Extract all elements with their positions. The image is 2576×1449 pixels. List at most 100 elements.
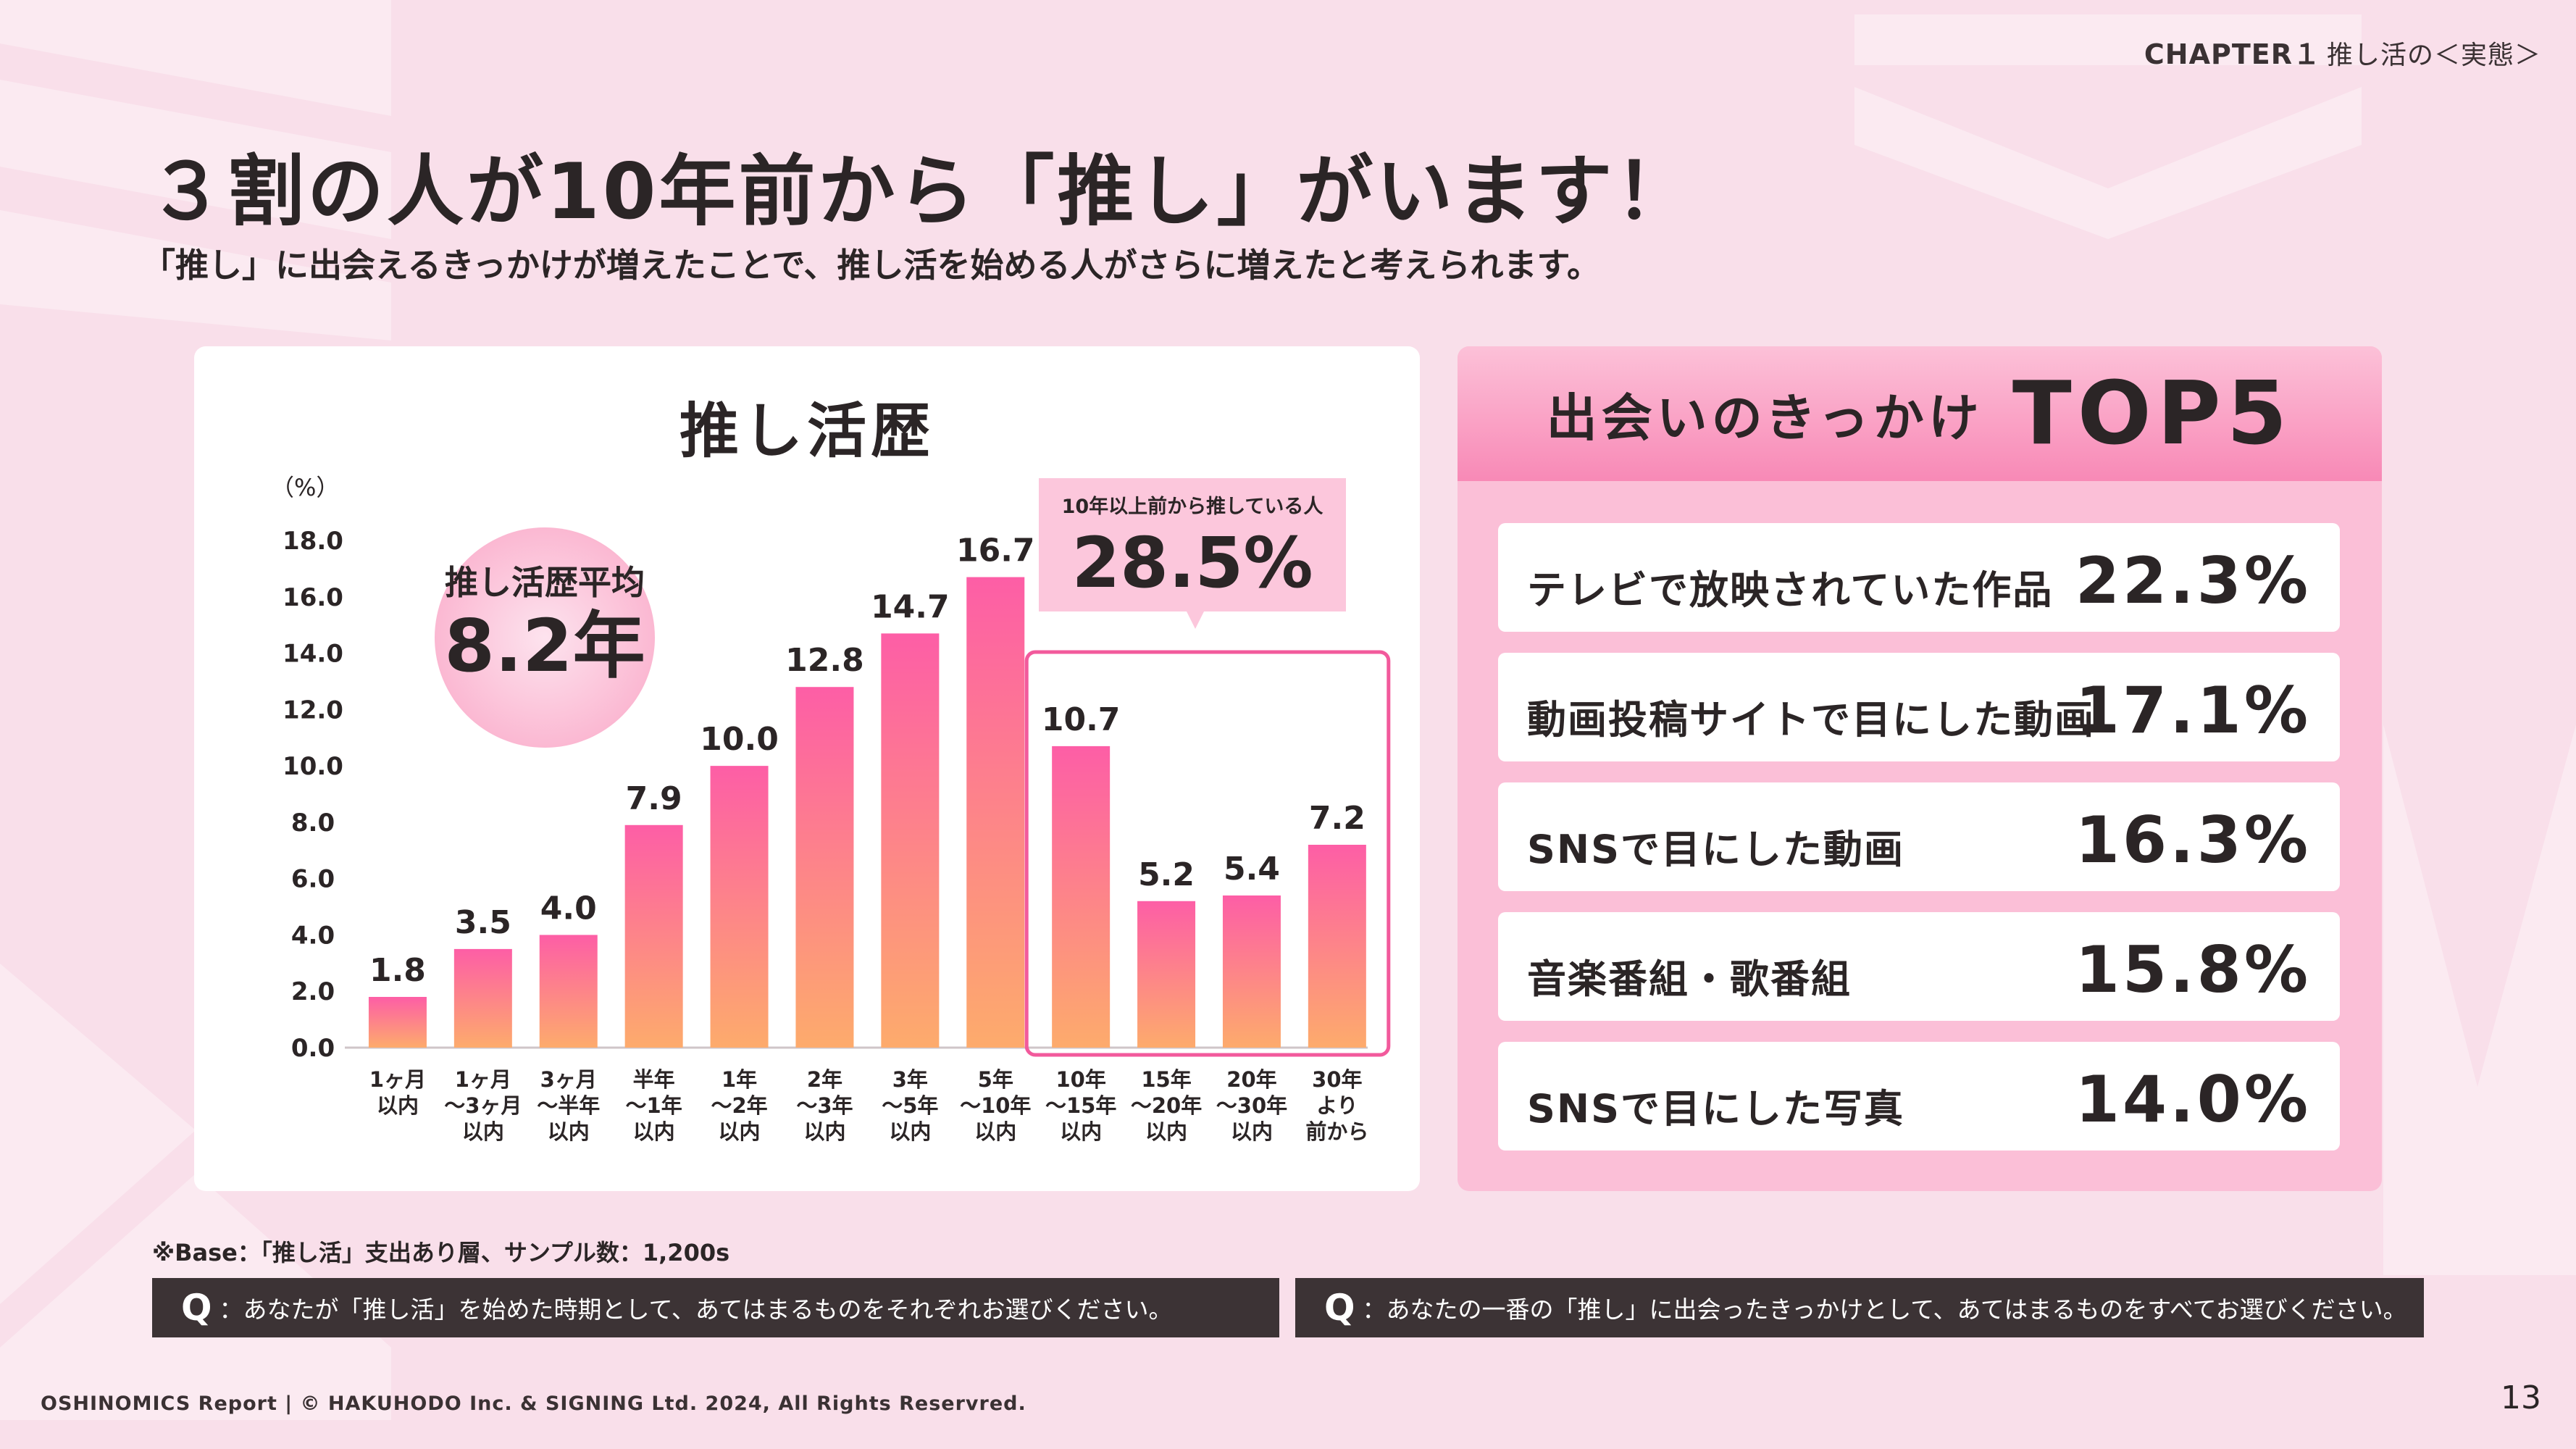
x-tick-label: 半年 <box>633 1067 675 1092</box>
x-tick-label: 前から <box>1305 1119 1368 1144</box>
top5-title-strong: TOP5 <box>2012 363 2293 464</box>
footer-copyright: OSHINOMICS Report | © HAKUHODO Inc. & SI… <box>41 1392 1026 1415</box>
page-title: ３割の人が10年前から「推し」がいます！ <box>148 147 1695 236</box>
bar <box>368 997 427 1048</box>
top5-row-label: SNSで目にした写真 <box>1527 1086 1904 1132</box>
chapter-number: CHAPTER１ <box>2144 38 2321 70</box>
base-note: ※Base：「推し活」支出あり層、サンプル数：1,200s <box>152 1239 730 1266</box>
history-bar-chart: （%） 18.016.014.012.010.08.06.04.02.00.0 … <box>271 474 1391 1144</box>
x-tick-label: 3年 <box>892 1067 928 1092</box>
x-tick-label: 以内 <box>974 1119 1016 1144</box>
y-tick-label: 8.0 <box>291 809 335 838</box>
top5-card: 出会いのきっかけ TOP5 テレビで放映されていた作品 22.3% 動画投稿サイ… <box>1458 346 2382 1191</box>
x-tick-label: より <box>1316 1093 1358 1118</box>
bar-value-label: 10.7 <box>1042 701 1121 738</box>
highlight-callout-label: 10年以上前から推している人 <box>1062 495 1323 518</box>
bar-value-label: 16.7 <box>956 533 1035 569</box>
average-label: 推し活歴平均 <box>445 563 645 602</box>
y-tick-label: 4.0 <box>291 921 335 950</box>
x-tick-label: 5年 <box>978 1067 1013 1092</box>
y-tick-label: 18.0 <box>283 527 343 556</box>
bar-value-label: 10.0 <box>700 721 779 758</box>
bar-value-label: 7.9 <box>626 780 682 817</box>
y-tick-label: 2.0 <box>291 977 335 1006</box>
top5-row-label: 動画投稿サイトで目にした動画 <box>1527 697 2095 743</box>
x-tick-label: ～1年 <box>626 1093 682 1118</box>
y-tick-label: 16.0 <box>283 583 343 612</box>
x-tick-label: 以内 <box>462 1119 504 1144</box>
top5-row-value: 22.3% <box>2075 543 2311 618</box>
question-bar-1: Q ：あなたが「推し活」を始めた時期として、あてはまるものをそれぞれお選びくださ… <box>152 1278 1279 1337</box>
top5-row-value: 17.1% <box>2075 673 2311 748</box>
x-tick-label: ～20年 <box>1131 1093 1202 1118</box>
chapter-label: CHAPTER１ 推し活の＜実態＞ <box>2144 32 2541 72</box>
bar <box>795 687 854 1048</box>
bar <box>1052 746 1111 1048</box>
x-tick-label: 1ヶ月 <box>369 1067 426 1092</box>
x-tick-label: 3ヶ月 <box>540 1067 597 1092</box>
top5-row: テレビで放映されていた作品 22.3% <box>1498 523 2340 632</box>
x-tick-label: ～10年 <box>960 1093 1031 1118</box>
top5-title: 出会いのきっかけ <box>1546 388 1983 448</box>
top5-row: SNSで目にした写真 14.0% <box>1498 1042 2340 1151</box>
q-mark: Q <box>181 1287 212 1329</box>
top5-row-label: 音楽番組・歌番組 <box>1527 956 1852 1002</box>
x-tick-label: 以内 <box>633 1119 675 1144</box>
bar <box>710 766 769 1048</box>
x-tick-label: 20年 <box>1226 1067 1276 1092</box>
top5-row-label: テレビで放映されていた作品 <box>1527 567 2054 613</box>
bar <box>1308 845 1366 1048</box>
chart-title: 推し活歴 <box>679 397 934 466</box>
x-tick-label: ～2年 <box>711 1093 767 1118</box>
average-badge: 推し活歴平均 8.2年 <box>435 527 655 748</box>
question-bar-2: Q ：あなたの一番の「推し」に出会ったきっかけとして、あてはまるものをすべてお選… <box>1295 1278 2424 1337</box>
bar <box>1222 895 1281 1048</box>
x-tick-label: 以内 <box>1145 1119 1187 1144</box>
y-tick-label: 6.0 <box>291 865 335 894</box>
top5-header: 出会いのきっかけ TOP5 <box>1458 346 2382 481</box>
top5-row-value: 14.0% <box>2075 1062 2311 1137</box>
bar <box>1137 901 1196 1048</box>
x-tick-label: 以内 <box>548 1119 590 1144</box>
bar-value-label: 1.8 <box>369 952 426 989</box>
q-mark: Q <box>1324 1287 1355 1329</box>
bar-value-label: 4.0 <box>540 890 597 927</box>
bar-value-label: 5.4 <box>1224 851 1280 888</box>
highlight-callout: 10年以上前から推している人 28.5% <box>1039 478 1346 629</box>
x-tick-label: 15年 <box>1141 1067 1191 1092</box>
top5-row: SNSで目にした動画 16.3% <box>1498 782 2340 891</box>
x-tick-label: ～半年 <box>537 1093 600 1118</box>
x-tick-label: 以内 <box>719 1119 761 1144</box>
bar <box>539 935 598 1048</box>
bar <box>966 577 1025 1048</box>
x-tick-label: 以内 <box>803 1119 845 1144</box>
bar-value-label: 3.5 <box>455 904 511 941</box>
highlight-callout-value: 28.5% <box>1071 522 1313 604</box>
y-tick-label: 14.0 <box>283 640 343 669</box>
bar-value-label: 14.7 <box>871 588 950 625</box>
top5-row-label: SNSで目にした動画 <box>1527 827 1904 872</box>
x-tick-label: 1ヶ月 <box>455 1067 511 1092</box>
page-lead: 「推し」に出会えるきっかけが増えたことで、推し活を始める人がさらに増えたと考えら… <box>142 246 1600 285</box>
x-tick-label: ～3年 <box>796 1093 853 1118</box>
history-chart-card: 推し活歴 （%） 18.0 16.0 14.0 12.0 10.0 8.0 6.0 4.0 2.… <box>194 346 1420 1191</box>
bar <box>624 824 683 1048</box>
top5-row-value: 16.3% <box>2075 803 2311 877</box>
x-tick-label: 以内 <box>377 1093 419 1118</box>
x-tick-label: ～15年 <box>1045 1093 1116 1118</box>
bar <box>453 948 512 1048</box>
question-text-2: ：あなたの一番の「推し」に出会ったきっかけとして、あてはまるものをすべてお選びく… <box>1362 1295 2407 1324</box>
x-tick-label: ～30年 <box>1216 1093 1287 1118</box>
x-tick-label: 以内 <box>1231 1119 1273 1144</box>
x-tick-label: 2年 <box>807 1067 842 1092</box>
bar-value-label: 12.8 <box>785 642 864 679</box>
top5-row-value: 15.8% <box>2075 932 2311 1007</box>
page-number: 13 <box>2501 1379 2541 1416</box>
chapter-subtitle: 推し活の＜実態＞ <box>2326 41 2541 70</box>
bar-value-label: 7.2 <box>1309 800 1366 837</box>
y-tick-label: 12.0 <box>283 696 343 724</box>
x-tick-label: 30年 <box>1312 1067 1362 1092</box>
bar <box>881 633 940 1048</box>
x-tick-label: 以内 <box>889 1119 931 1144</box>
bar-value-label: 5.2 <box>1138 856 1195 893</box>
